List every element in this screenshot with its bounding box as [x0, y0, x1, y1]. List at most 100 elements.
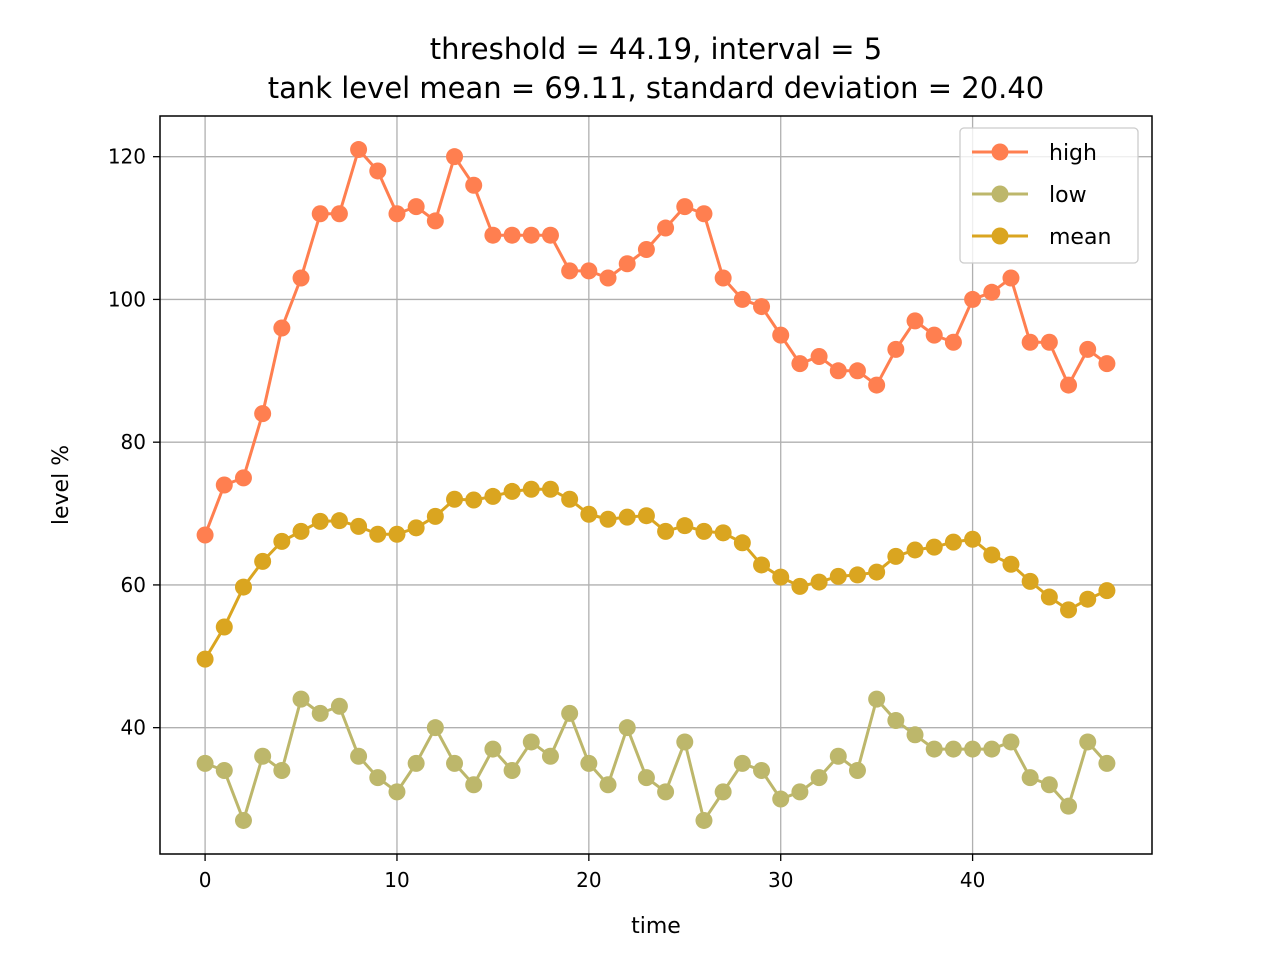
data-point-mean: [925, 538, 943, 556]
data-point-high: [599, 269, 617, 287]
data-point-high: [330, 205, 348, 223]
data-point-mean: [944, 533, 962, 551]
data-point-mean: [311, 512, 329, 530]
ticks: 0 10 20 30 40 40 60 80 100 120: [108, 145, 986, 892]
data-point-mean: [1021, 572, 1039, 590]
data-point-low: [772, 790, 790, 808]
data-point-mean: [1002, 555, 1020, 573]
y-tick-label: 60: [121, 573, 146, 597]
data-point-low: [848, 761, 866, 779]
chart-title-line1: threshold = 44.19, interval = 5: [430, 32, 883, 66]
data-point-high: [254, 405, 272, 423]
data-point-low: [369, 769, 387, 787]
data-point-low: [503, 761, 521, 779]
data-point-high: [1098, 355, 1116, 373]
data-point-high: [810, 348, 828, 366]
y-tick-label: 100: [108, 287, 146, 311]
data-point-low: [465, 776, 483, 794]
data-point-mean: [254, 552, 272, 570]
data-point-mean: [753, 556, 771, 574]
data-point-mean: [196, 650, 214, 668]
data-point-low: [215, 761, 233, 779]
data-point-mean: [1040, 588, 1058, 606]
data-point-high: [1079, 340, 1097, 358]
legend-marker-mean: [991, 227, 1009, 245]
data-point-mean: [599, 510, 617, 528]
series-low: [196, 690, 1116, 829]
data-point-high: [695, 205, 713, 223]
y-axis-label: level %: [49, 445, 74, 525]
data-point-mean: [887, 547, 905, 565]
data-point-low: [580, 754, 598, 772]
data-point-low: [618, 719, 636, 737]
data-point-high: [676, 198, 694, 216]
y-tick-label: 120: [108, 145, 146, 169]
data-point-low: [426, 719, 444, 737]
data-point-low: [484, 740, 502, 758]
data-point-mean: [273, 532, 291, 550]
chart-title-line2: tank level mean = 69.11, standard deviat…: [268, 71, 1045, 105]
data-point-low: [810, 769, 828, 787]
data-point-low: [887, 712, 905, 730]
series-mean: [196, 480, 1116, 668]
data-point-low: [1060, 797, 1078, 815]
legend-label-low: low: [1049, 183, 1087, 208]
data-point-high: [714, 269, 732, 287]
data-point-mean: [292, 522, 310, 540]
data-point-low: [925, 740, 943, 758]
data-point-high: [1060, 376, 1078, 394]
data-point-mean: [676, 517, 694, 535]
y-tick-label: 80: [121, 430, 146, 454]
data-point-mean: [369, 525, 387, 543]
data-point-low: [829, 747, 847, 765]
data-point-high: [465, 176, 483, 194]
data-point-mean: [522, 480, 540, 498]
data-point-mean: [1098, 582, 1116, 600]
data-point-high: [964, 290, 982, 308]
data-point-mean: [829, 567, 847, 585]
data-point-mean: [868, 563, 886, 581]
data-point-low: [599, 776, 617, 794]
data-point-mean: [503, 482, 521, 500]
data-point-mean: [983, 546, 1001, 564]
data-point-mean: [657, 522, 675, 540]
data-point-low: [541, 747, 559, 765]
data-point-low: [1098, 754, 1116, 772]
data-point-low: [714, 783, 732, 801]
data-point-mean: [810, 573, 828, 591]
data-point-mean: [350, 517, 368, 535]
data-point-mean: [637, 507, 655, 525]
data-point-high: [944, 333, 962, 351]
data-point-low: [561, 704, 579, 722]
data-point-mean: [1079, 590, 1097, 608]
data-point-low: [350, 747, 368, 765]
data-point-low: [944, 740, 962, 758]
data-point-high: [791, 355, 809, 373]
data-point-mean: [733, 534, 751, 552]
data-point-high: [1021, 333, 1039, 351]
data-point-low: [446, 754, 464, 772]
data-point-high: [657, 219, 675, 237]
data-point-high: [503, 226, 521, 244]
legend-entry-high: high: [972, 141, 1097, 166]
data-point-high: [522, 226, 540, 244]
x-tick-label: 10: [384, 868, 409, 892]
data-point-high: [292, 269, 310, 287]
data-point-high: [772, 326, 790, 344]
data-point-high: [829, 362, 847, 380]
data-point-high: [925, 326, 943, 344]
data-point-low: [292, 690, 310, 708]
data-point-low: [407, 754, 425, 772]
data-point-low: [330, 697, 348, 715]
data-point-high: [1002, 269, 1020, 287]
data-point-low: [868, 690, 886, 708]
data-point-high: [618, 255, 636, 273]
data-point-low: [1040, 776, 1058, 794]
data-point-low: [791, 783, 809, 801]
data-point-low: [676, 733, 694, 751]
data-point-high: [407, 198, 425, 216]
data-point-high: [446, 148, 464, 166]
data-point-low: [1021, 769, 1039, 787]
data-point-mean: [580, 505, 598, 523]
series: [196, 141, 1116, 829]
